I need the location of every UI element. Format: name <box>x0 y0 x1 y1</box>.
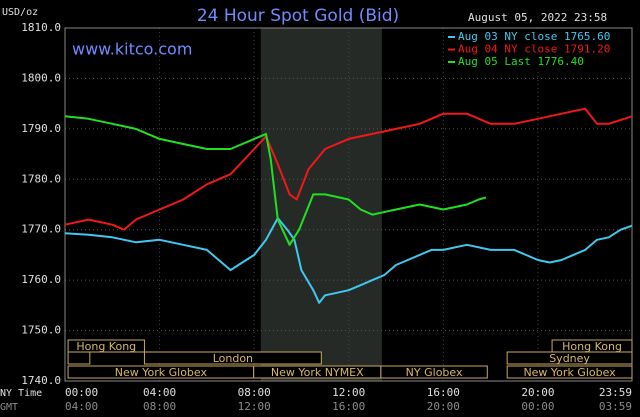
gmt-tick-label: 04:00 <box>65 400 98 413</box>
y-tick-label: 1750.0 <box>21 324 61 337</box>
legend-label: Aug 04 NY close 1791.20 <box>458 43 610 56</box>
session-label: New York NYMEX <box>271 366 364 379</box>
gmt-tick-label: 12:00 <box>238 400 271 413</box>
x-tick-label: 23:59 <box>599 386 632 399</box>
session-label: New York Globex <box>115 366 208 379</box>
session-label: Sydney <box>549 352 590 365</box>
timestamp: August 05, 2022 23:58 <box>468 11 607 24</box>
chart-title: 24 Hour Spot Gold (Bid) <box>197 6 399 26</box>
session-box <box>551 339 633 353</box>
x-tick-label: 04:00 <box>143 386 176 399</box>
session-label: NY Globex <box>406 366 463 379</box>
x-tick-label: 08:00 <box>238 386 271 399</box>
ny-time-label: NY Time <box>0 388 42 399</box>
x-tick-label: 20:00 <box>521 386 554 399</box>
gmt-tick-label: 16:00 <box>332 400 365 413</box>
y-tick-label: 1800.0 <box>21 71 61 84</box>
legend-box <box>445 29 631 69</box>
plot-border <box>64 27 633 382</box>
gmt-tick-label: 08:00 <box>143 400 176 413</box>
subtitle: www.kitco.com <box>72 40 192 59</box>
series-line <box>64 217 633 304</box>
session-box <box>143 351 322 365</box>
session-label: London <box>213 352 253 365</box>
series-line <box>64 107 633 231</box>
series-line <box>64 115 487 246</box>
x-tick-label: 16:00 <box>427 386 460 399</box>
session-label: Hong Kong <box>76 340 136 353</box>
legend-label: Aug 03 NY close 1765.60 <box>458 30 610 43</box>
session-label: New York Globex <box>523 366 616 379</box>
gmt-label: GMT <box>0 402 18 413</box>
y-tick-label: 1780.0 <box>21 172 61 185</box>
gmt-tick-label: 20:00 <box>427 400 460 413</box>
y-tick-label: 1760.0 <box>21 273 61 286</box>
y-tick-label: 1810.0 <box>21 21 61 34</box>
y-axis-label: USD/oz <box>2 7 38 18</box>
y-tick-label: 1740.0 <box>21 374 61 387</box>
x-tick-label: 12:00 <box>332 386 365 399</box>
y-tick-label: 1790.0 <box>21 122 61 135</box>
gmt-tick-label: 00:00 <box>521 400 554 413</box>
session-box <box>506 365 633 379</box>
session-box <box>67 339 145 353</box>
y-tick-label: 1770.0 <box>21 223 61 236</box>
shaded-region <box>260 28 382 381</box>
legend-label: Aug 05 Last 1776.40 <box>458 55 584 68</box>
x-tick-label: 00:00 <box>65 386 98 399</box>
session-box <box>67 351 91 365</box>
session-label: Hong Kong <box>562 340 622 353</box>
session-box <box>380 365 488 379</box>
gmt-tick-label: 03:59 <box>599 400 632 413</box>
